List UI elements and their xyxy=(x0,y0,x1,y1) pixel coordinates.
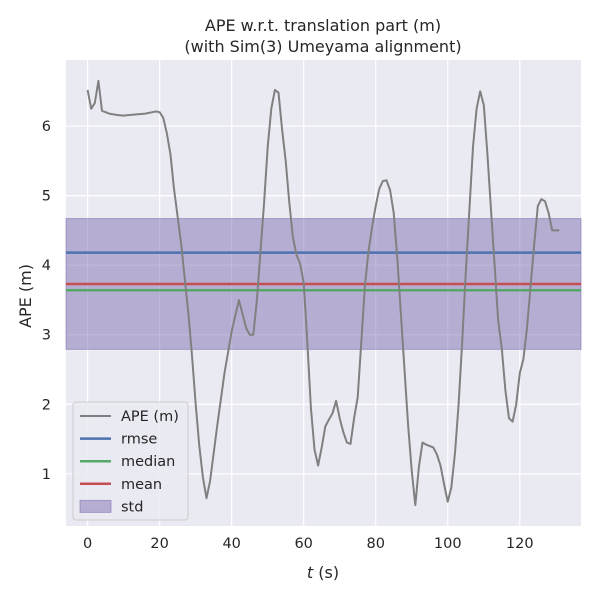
y-tick-label: 1 xyxy=(42,467,51,483)
x-axis-label-unit: (s) xyxy=(313,563,339,582)
x-tick-label: 40 xyxy=(222,536,240,552)
y-tick-label: 3 xyxy=(42,328,51,344)
y-tick-label: 2 xyxy=(42,397,51,413)
y-axis-label: APE (m) xyxy=(16,264,35,328)
legend-box xyxy=(72,401,189,521)
series-layer xyxy=(86,79,560,507)
legend-label: rmse xyxy=(121,432,157,448)
legend-label: std xyxy=(121,499,143,515)
legend-label: mean xyxy=(121,477,162,493)
chart-title-line1: APE w.r.t. translation part (m) xyxy=(205,16,441,35)
x-tick-label: 120 xyxy=(506,536,534,552)
y-tick-label: 5 xyxy=(42,189,51,205)
x-tick-label: 0 xyxy=(83,536,92,552)
x-tick-label: 60 xyxy=(294,536,312,552)
legend-swatch-std xyxy=(79,499,112,513)
x-axis-label-var: t xyxy=(307,563,314,582)
ape-series-line xyxy=(86,79,560,507)
tick-labels: 0 20 40 60 80 100 120 1 2 3 4 5 6 xyxy=(42,119,534,552)
x-tick-label: 100 xyxy=(434,536,462,552)
x-tick-label: 20 xyxy=(150,536,168,552)
y-tick-label: 6 xyxy=(42,119,51,135)
y-tick-label: 4 xyxy=(42,258,51,274)
legend-label: APE (m) xyxy=(121,409,179,425)
legend: APE (m) rmse median mean std xyxy=(72,401,189,521)
legend-label: median xyxy=(121,454,175,470)
x-tick-label: 80 xyxy=(366,536,384,552)
x-axis-label: t (s) xyxy=(307,563,339,582)
chart-title-line2: (with Sim(3) Umeyama alignment) xyxy=(184,37,461,56)
